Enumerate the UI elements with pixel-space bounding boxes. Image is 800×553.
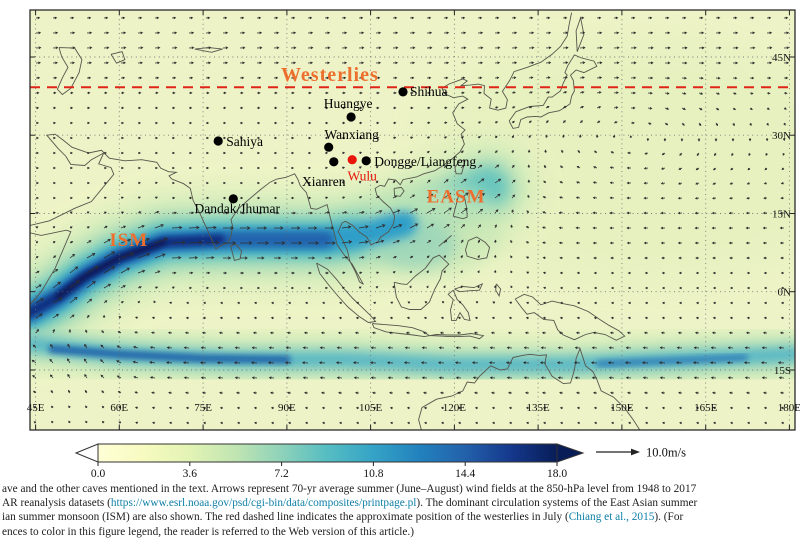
coastline xyxy=(371,323,485,340)
caption-text: ave and the other caves mentioned in the… xyxy=(2,483,697,495)
coastline xyxy=(194,47,223,53)
coastline xyxy=(465,236,491,260)
colorbar-tick-label: 10.8 xyxy=(363,468,383,480)
coastline xyxy=(30,12,573,285)
cave-sites: Sahiya Shihua Huangye Wanxiang Xianren WuluDo… xyxy=(195,84,477,216)
colorbar-gradient xyxy=(97,443,558,463)
map-border xyxy=(29,9,796,431)
figure-caption: ave and the other caves mentioned in the… xyxy=(0,482,800,539)
caption-text: ences to color in this figure legend, th… xyxy=(2,525,415,538)
caption-link-url[interactable]: https://www.esrl.noaa.gov/psd/cgi-bin/da… xyxy=(110,497,417,510)
caption-text: ian summer monsoon (ISM) are also shown.… xyxy=(2,511,569,524)
colorbar-tick-label: 3.6 xyxy=(183,468,198,480)
colorbar-right-arrow xyxy=(556,443,585,463)
lon-tick-label: 60E xyxy=(110,402,128,414)
coastline xyxy=(230,243,243,261)
lon-tick-label: 150E xyxy=(610,402,634,414)
site-dot-wanxiang xyxy=(324,142,334,152)
caption-line-4: ences to color in this figure legend, th… xyxy=(2,525,800,539)
lon-tick-label: 45E xyxy=(27,402,45,414)
coastline xyxy=(514,293,626,341)
coastline xyxy=(447,289,471,321)
caption-text: ). (For xyxy=(654,511,684,524)
lat-tick-label: 15S xyxy=(774,365,791,377)
lat-tick-label: 45N xyxy=(772,52,791,64)
lat-tick-label: 30N xyxy=(772,130,791,142)
monsoon-wind-map: Westerlies ISM EASM Sahiya Shihua Huangye Wanx… xyxy=(27,9,800,480)
site-label-wulu: Wulu xyxy=(347,169,377,184)
site-label-dandak-jhumar: Dandak/Jhumar xyxy=(195,201,281,216)
site-dot-sahiya xyxy=(213,136,223,146)
caption-text: AR reanalysis datasets ( xyxy=(2,497,111,510)
caption-line-3: ian summer monsoon (ISM) are also shown.… xyxy=(2,510,800,524)
lon-tick-label: 180E xyxy=(778,402,800,414)
site-dot-wulu xyxy=(347,155,357,165)
lat-tick-label: 0N xyxy=(778,287,792,299)
coastline xyxy=(56,47,83,96)
caption-line-1: ave and the other caves mentioned in the… xyxy=(2,482,800,496)
coastline xyxy=(393,254,450,310)
caption-link-citation[interactable]: Chiang et al., 2015 xyxy=(568,511,655,524)
reference-vector-arrowhead xyxy=(631,448,640,456)
coastline xyxy=(110,51,126,64)
lon-tick-label: 165E xyxy=(694,402,718,414)
site-dot-shihua xyxy=(398,87,408,97)
label-westerlies: Westerlies xyxy=(281,64,379,86)
label-easm: EASM xyxy=(427,186,486,207)
label-ism: ISM xyxy=(109,230,148,251)
coastline xyxy=(30,229,72,306)
caption-text: ). The dominant circulation systems of t… xyxy=(416,497,698,510)
coastline xyxy=(393,186,405,197)
site-dot-huangye xyxy=(346,112,356,122)
site-dot-xianren xyxy=(329,157,339,167)
colorbar-left-triangle xyxy=(74,443,99,463)
coastline xyxy=(316,262,377,323)
coastline xyxy=(454,283,484,293)
wind-speed-shading xyxy=(30,36,795,393)
region-labels: Westerlies ISM EASM xyxy=(109,64,486,251)
colorbar-tick-label: 7.2 xyxy=(274,468,289,480)
coastline xyxy=(495,283,502,298)
lon-tick-label: 120E xyxy=(443,402,467,414)
coastline xyxy=(454,159,466,175)
wind-arrows xyxy=(31,16,790,425)
site-label-wanxiang: Wanxiang xyxy=(324,127,379,142)
wind-arrows-path xyxy=(31,16,790,425)
reference-vector-label: 10.0m/s xyxy=(646,446,686,460)
lon-tick-label: 135E xyxy=(526,402,550,414)
caption-line-2: AR reanalysis datasets (https://www.esrl… xyxy=(2,496,800,510)
coastline xyxy=(508,54,598,129)
colorbar-tick-label: 0.0 xyxy=(91,468,106,480)
site-label-sahiya: Sahiya xyxy=(226,134,263,149)
colorbar-tick-label: 14.4 xyxy=(455,468,475,480)
reference-vector: 10.0m/s xyxy=(596,446,686,460)
site-label-xianren: Xianren xyxy=(302,174,346,189)
lon-tick-label: 75E xyxy=(194,402,212,414)
site-label-huangye: Huangye xyxy=(324,96,373,111)
site-dot-dongge-liangfeng xyxy=(361,156,371,166)
lon-tick-label: 90E xyxy=(278,402,296,414)
lat-tick-label: 15N xyxy=(772,209,791,221)
lon-tick-label: 105E xyxy=(359,402,383,414)
grid xyxy=(30,10,795,430)
site-label-dongge-liangfeng: Dongge/Liangfeng xyxy=(374,154,476,169)
colorbar-tick-label: 18.0 xyxy=(547,468,567,480)
coastline xyxy=(452,194,468,220)
site-label-shihua: Shihua xyxy=(410,84,448,99)
site-dot-dandak-jhumar xyxy=(228,194,238,204)
colorbar: 0.0 3.6 7.2 10.8 14.4 18.0 xyxy=(74,443,585,480)
